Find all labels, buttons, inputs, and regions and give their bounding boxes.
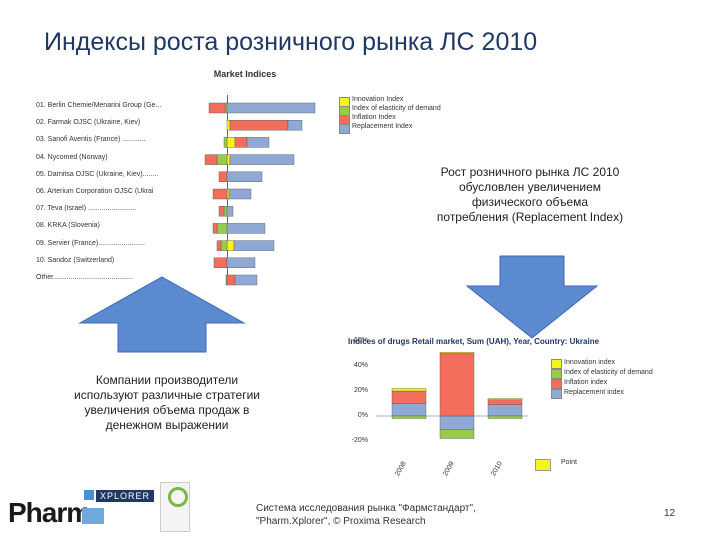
chart2-y-tick: 20% [353,387,368,394]
slide-title: Индексы роста розничного рынка ЛС 2010 [44,28,538,56]
chart1-title: Market Indices [213,69,277,79]
chart2-bar-segment [391,403,427,417]
legend-swatch [339,124,350,134]
chart2-legend-label: Innovation index [564,359,615,366]
chart1-bar-segment [212,223,218,234]
chart1-bar-segment [216,240,222,251]
logo-square-icon [84,490,94,500]
chart2-bar-segment [487,399,523,405]
legend-swatch [551,389,562,399]
chart2-y-tick: 60% [353,337,368,344]
chart1-legend-label: Inflation Index [352,114,396,121]
chart2-y-tick: 0% [357,412,368,419]
chart1-bar-segment [226,171,263,183]
logo-xplorer: XPLORER [96,490,155,502]
qlik-q-icon [168,487,188,507]
chart1-legend-label: Index of elasticity of demand [352,105,441,112]
chart2-y-tick: 40% [353,362,368,369]
down-arrow-icon [465,255,599,339]
legend-swatch [551,379,562,389]
chart2-bar-segment [439,353,475,417]
point-tool-label[interactable]: Point [561,459,577,466]
logo-block-icon [82,508,104,524]
note-right: Рост розничного рынка ЛС 2010 обусловлен… [436,165,624,224]
chart1-bar-segment [234,274,258,286]
chart1-bar-segment [208,102,226,114]
chart2-y-tick: -20% [351,437,368,444]
chart1-zero-axis [227,95,228,280]
up-arrow-icon [78,276,246,353]
chart2-bar-segment [391,390,427,404]
chart2-legend-label: Replacement index [564,389,624,396]
chart1-bar-segment [204,154,218,165]
page-number: 12 [664,508,676,519]
chart2-bar-segment [487,404,523,417]
chart2-legend-label: Index of elasticity of demand [564,369,653,376]
chart1-category-label: 04. Nycomed (Norway) [36,153,108,161]
chart1-bar-segment [218,205,225,217]
chart1-category-label: 05. Darnitsa OJSC (Ukraine, Kiev).......… [36,170,159,178]
chart2-bar-segment [439,415,475,430]
note-left: Компании производители используют различ… [74,373,260,432]
legend-swatch [551,369,562,379]
chart1-bar-segment [212,188,228,200]
chart1-legend-label: Innovation Index [352,96,404,103]
chart1-bar-segment [229,154,295,165]
chart1-bar-segment [226,205,234,217]
chart1-category-label: 03. Sanofi Aventis (France) ............ [36,136,146,144]
point-tool-icon[interactable] [535,459,551,471]
chart1-category-label: 01. Berlin Chemie/Menarini Group (Ge... [36,102,162,109]
chart2-bar-segment [391,415,427,419]
chart1-bar-segment [223,137,228,148]
chart2-legend-label: Inflation index [564,379,608,386]
chart2-bar-segment [487,415,523,419]
chart1-bar-segment [233,240,275,251]
logo-pharm: Pharm [8,497,91,528]
chart1-bar-segment [226,257,256,268]
chart2-bar-segment [391,388,427,392]
chart1-category-label: Other...................................… [36,274,133,281]
chart2-bar-segment [487,398,523,400]
footer-text: Система исследования рынка "Фармстандарт… [256,503,476,527]
chart1-category-label: 02. Farmak OJSC (Ukraine, Kiev) [36,119,141,127]
chart1-bar-segment [246,137,270,148]
chart1-category-label: 06. Arterium Corporation OJSC (Ukrai [36,188,154,195]
chart1-category-label: 08. KRKA (Slovenia) [36,222,100,230]
chart2-bar-segment [439,352,475,354]
chart1-bar-segment [226,102,316,114]
chart1-category-label: 09. Servier (France)....................… [36,239,145,247]
chart1-legend-label: Replacement Index [352,123,413,130]
chart1-category-label: 10. Sandoz (Switzerland) [36,256,115,264]
legend-swatch [551,359,562,369]
chart1-category-label: 07. Teva (Israel) ......................… [36,205,137,213]
chart1-bar-segment [226,223,266,234]
chart2-bar-segment [439,429,475,439]
chart1-bar-segment [287,119,303,131]
chart2-title: Indices of drugs Retail market, Sum (UAH… [348,337,600,346]
chart1-bar-segment [228,188,252,200]
